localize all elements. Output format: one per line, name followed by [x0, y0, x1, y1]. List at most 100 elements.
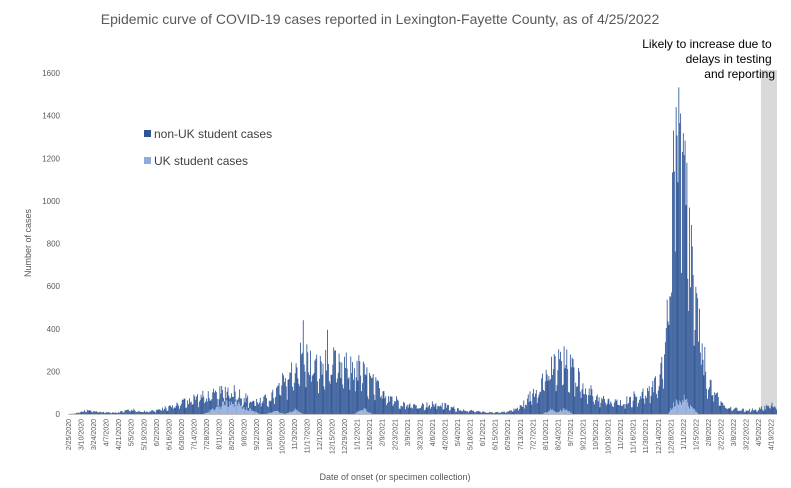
bar-non-uk: [434, 404, 436, 414]
bar-non-uk: [221, 385, 223, 407]
bar-non-uk: [123, 412, 125, 414]
y-tick-label: 800: [47, 240, 61, 249]
bar-non-uk: [372, 374, 374, 414]
bar-non-uk: [217, 405, 219, 407]
bar-uk: [218, 407, 220, 414]
bar-non-uk: [163, 408, 165, 414]
bar-non-uk: [738, 411, 740, 414]
bar-non-uk: [625, 403, 627, 414]
bar-non-uk: [679, 123, 681, 401]
bar-non-uk: [120, 411, 122, 414]
bar-non-uk: [215, 390, 216, 409]
x-tick-label: 1/11/2022: [681, 419, 688, 450]
bar-non-uk: [699, 308, 700, 414]
bar-non-uk: [299, 386, 301, 412]
bar-non-uk: [674, 251, 676, 407]
bar-non-uk: [665, 328, 667, 414]
bar-uk: [212, 408, 214, 414]
bar-non-uk: [612, 406, 614, 414]
bar-uk: [548, 410, 550, 414]
bar-non-uk: [647, 391, 649, 414]
bar-uk: [696, 411, 698, 414]
bar-non-uk: [505, 413, 507, 414]
bar-non-uk: [547, 380, 549, 413]
bar-non-uk: [414, 405, 416, 414]
bar-non-uk: [460, 410, 462, 414]
bar-non-uk: [750, 412, 751, 414]
bar-non-uk: [595, 399, 596, 414]
bar-non-uk: [76, 412, 77, 414]
bar-uk: [563, 408, 565, 414]
bar-non-uk: [508, 411, 509, 414]
bar-uk: [301, 413, 302, 414]
bar-non-uk: [384, 398, 386, 414]
bar-non-uk: [421, 405, 423, 414]
bar-uk: [232, 403, 233, 414]
bar-non-uk: [569, 354, 571, 413]
bar-non-uk: [774, 406, 776, 414]
bar-non-uk: [90, 410, 92, 414]
bar-non-uk: [327, 329, 328, 414]
bar-non-uk: [503, 411, 505, 414]
bar-non-uk: [166, 411, 168, 414]
bar-non-uk: [401, 406, 403, 414]
bar-uk: [277, 411, 279, 414]
bar-uk: [237, 405, 239, 414]
bar-uk: [229, 401, 231, 414]
bar-non-uk: [552, 369, 554, 411]
bar-non-uk: [699, 352, 701, 414]
bar-uk: [216, 406, 218, 414]
bar-non-uk: [311, 375, 313, 414]
bar-non-uk: [714, 392, 716, 414]
bar-uk: [547, 412, 549, 414]
bar-non-uk: [114, 412, 116, 414]
bar-non-uk: [675, 107, 677, 400]
bar-non-uk: [93, 411, 94, 414]
bar-non-uk: [254, 405, 256, 413]
bar-non-uk: [276, 386, 278, 412]
bar-non-uk: [524, 408, 526, 414]
bar-non-uk: [770, 405, 772, 414]
bar-non-uk: [370, 378, 372, 414]
bar-non-uk: [128, 409, 129, 414]
bar-non-uk: [730, 406, 732, 414]
bar-non-uk: [146, 411, 148, 414]
bar-uk: [222, 401, 224, 414]
bar-non-uk: [755, 409, 757, 414]
bar-non-uk: [715, 394, 716, 414]
x-tick-label: 4/7/2020: [104, 419, 111, 446]
bar-non-uk: [289, 372, 291, 412]
bar-uk: [670, 408, 672, 414]
bar-non-uk: [357, 380, 359, 412]
bar-non-uk: [698, 341, 699, 414]
bar-uk: [249, 409, 250, 414]
bar-non-uk: [688, 310, 690, 407]
bar-non-uk: [501, 411, 503, 414]
bar-non-uk: [92, 412, 94, 414]
bar-uk: [676, 400, 678, 414]
bar-non-uk: [736, 408, 738, 414]
bar-non-uk: [693, 345, 695, 409]
bar-non-uk: [264, 395, 266, 414]
bar-non-uk: [456, 411, 457, 414]
bar-non-uk: [764, 405, 766, 414]
bar-non-uk: [519, 405, 521, 414]
bar-non-uk: [667, 321, 669, 414]
bar-non-uk: [751, 408, 753, 414]
bar-non-uk: [588, 388, 590, 414]
bar-non-uk: [716, 392, 718, 414]
bar-uk: [246, 406, 248, 414]
bar-non-uk: [518, 408, 520, 414]
bar-non-uk: [385, 396, 387, 414]
bar-non-uk: [425, 407, 427, 414]
bar-non-uk: [159, 409, 161, 414]
bar-non-uk: [223, 397, 224, 402]
bar-non-uk: [273, 398, 275, 412]
bar-non-uk: [345, 352, 347, 414]
bar-non-uk: [215, 392, 217, 408]
bar-uk: [223, 401, 224, 414]
bar-uk: [355, 413, 357, 414]
bar-non-uk: [393, 404, 395, 414]
bar-non-uk: [284, 377, 286, 414]
bar-non-uk: [771, 402, 773, 414]
